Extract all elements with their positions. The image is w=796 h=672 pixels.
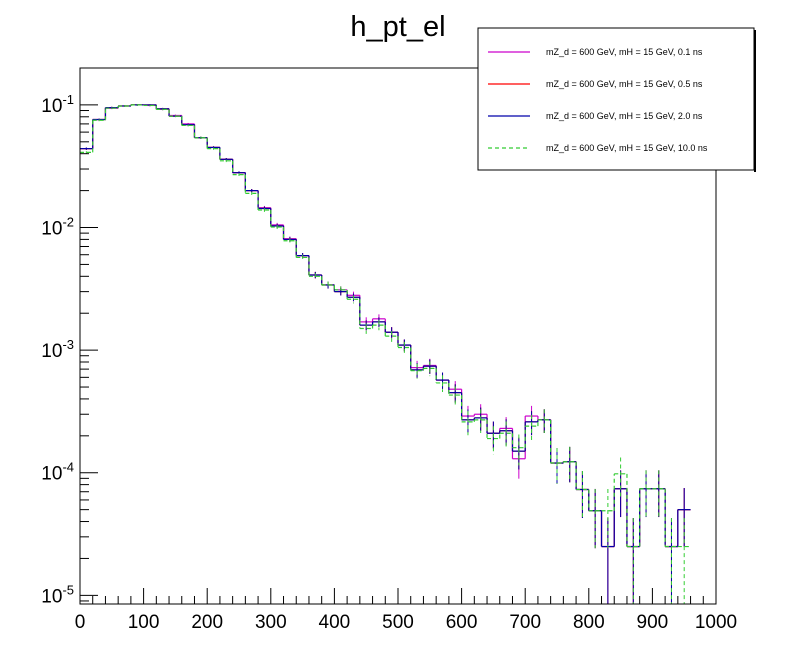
legend-label: mZ_d = 600 GeV, mH = 15 GeV, 0.5 ns [546,79,703,89]
chart-title: h_pt_el [350,11,445,43]
legend: mZ_d = 600 GeV, mH = 15 GeV, 0.1 ns mZ_d … [477,27,756,172]
axis-layer: 0 100 200 300 400 500 600 700 800 900 1000 10-5 10-4… [41,67,737,633]
y-tick-label: 10-3 [41,337,74,362]
series-4 [80,104,691,604]
x-tick-label: 700 [509,612,541,633]
x-tick-label: 500 [382,612,414,633]
legend-label: mZ_d = 600 GeV, mH = 15 GeV, 10.0 ns [546,143,708,153]
series-layer [80,104,691,604]
x-tick-label: 600 [446,612,478,633]
x-tick-label: 900 [637,612,669,633]
legend-shadow [754,30,756,172]
x-tick-label: 100 [128,612,160,633]
x-tick-label: 800 [573,612,605,633]
y-tick-label: 10-5 [41,582,74,607]
y-tick-label: 10-4 [41,460,74,485]
x-tick-label: 0 [75,612,86,633]
x-tick-label: 300 [255,612,287,633]
x-tick-label: 1000 [695,612,737,633]
legend-label: mZ_d = 600 GeV, mH = 15 GeV, 2.0 ns [546,111,703,121]
y-tick-label: 10-1 [41,92,74,117]
y-tick-label: 10-2 [41,215,74,240]
legend-label: mZ_d = 600 GeV, mH = 15 GeV, 0.1 ns [546,47,703,57]
x-tick-label: 200 [191,612,223,633]
x-tick-label: 400 [319,612,351,633]
